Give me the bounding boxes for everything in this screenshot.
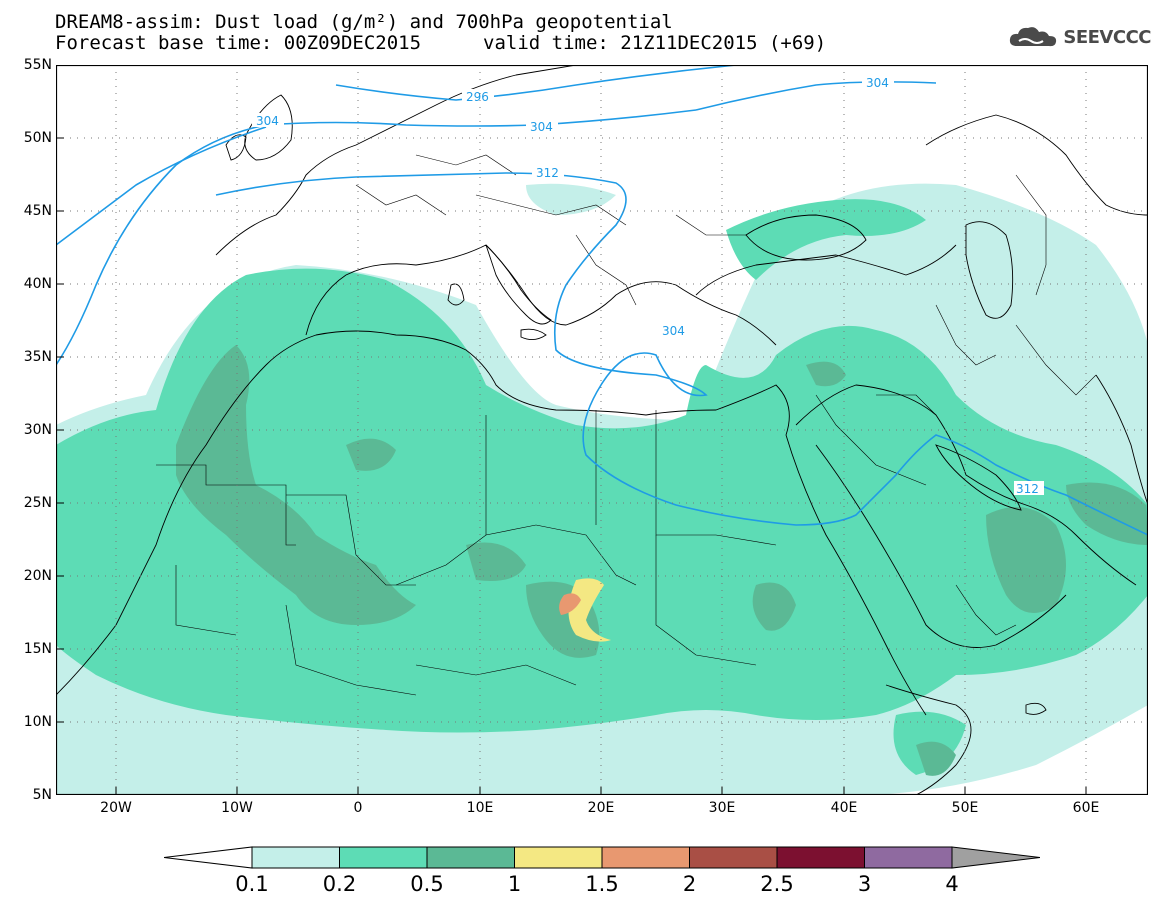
forecast-base-time: Forecast base time: 00Z09DEC2015 [55,32,422,54]
dust-shade-1 [568,578,611,642]
colorbar-segment [251,846,340,869]
colorbar-tick-label: 2 [682,872,697,896]
colorbar-tick-label: 0.5 [410,872,444,896]
colorbar-tick-label: 1.5 [585,872,619,896]
lon-label: 20W [100,800,132,816]
lat-label: 35N [23,349,52,365]
colorbar-segment [601,846,690,869]
contour-label-312-b: 312 [1016,482,1039,496]
lat-label: 10N [23,714,52,730]
contour-label-304-d: 304 [662,324,685,338]
dust-shade-1.5 [559,593,581,615]
lat-label: 15N [23,641,52,657]
lon-label: 50E [951,800,979,816]
colorbar-tick-label: 4 [945,872,959,896]
colorbar-under-triangle [163,846,253,869]
lat-label: 20N [23,568,52,584]
seevccc-logo: SEEVCCC [1007,24,1151,50]
colorbar-tick-label: 2.5 [760,872,794,896]
lat-label: 40N [23,276,52,292]
lon-label: 0 [353,800,363,816]
contour-label-312-a: 312 [536,166,559,180]
lon-label: 20E [587,800,615,816]
lon-label: 40E [830,800,858,816]
colorbar-segment [864,846,953,869]
map-canvas: 296 304 304 304 312 304 312 [56,65,1148,795]
dust-shade-0.5 [176,345,1148,776]
valid-time: valid time: 21Z11DEC2015 (+69) [483,32,827,54]
axis-ticks [56,137,1087,795]
lat-label: 5N [32,787,52,803]
logo-text: SEEVCCC [1063,26,1151,48]
map-subtitle: Forecast base time: 00Z09DEC2015 valid ti… [55,32,826,54]
colorbar-tick-label: 1 [507,872,522,896]
colorbar-tick-label: 0.2 [322,872,357,896]
contour-label-304-b: 304 [530,120,553,134]
contour-296 [335,65,737,101]
map-title: DREAM8-assim: Dust load (g/m²) and 700hP… [55,11,673,33]
colorbar-svg [163,846,1041,869]
colorbar-segment [514,846,603,869]
cloud-logo-icon [1010,27,1057,47]
colorbar-segment [689,846,778,869]
lon-label: 60E [1072,800,1100,816]
lat-label: 55N [23,57,52,73]
colorbar-tick-label: 3 [857,872,872,896]
lat-label: 30N [23,422,52,438]
contour-labels: 296 304 304 304 312 304 312 [252,75,1044,496]
lat-label: 50N [23,130,52,146]
lat-label: 45N [23,203,52,219]
colorbar-over-triangle [951,846,1041,869]
coastlines [56,65,1148,795]
contour-label-296: 296 [466,90,489,104]
borders [156,154,1097,696]
dust-load-colorbar [163,846,1041,874]
contour-304-south [56,126,267,246]
graticule [56,65,1148,795]
lat-label: 25N [23,495,52,511]
colorbar-tick-label: 0.1 [235,872,269,896]
colorbar-segment [776,846,865,869]
contour-label-304-c: 304 [866,76,889,90]
dust-load-map: 296 304 304 304 312 304 312 [56,65,1148,795]
contour-label-304-a: 304 [256,114,279,128]
colorbar-segment [426,846,515,869]
lon-label: 30E [708,800,736,816]
lon-label: 10E [466,800,494,816]
lon-label: 10W [221,800,253,816]
contour-312 [215,172,1148,536]
colorbar-segment [339,846,428,869]
